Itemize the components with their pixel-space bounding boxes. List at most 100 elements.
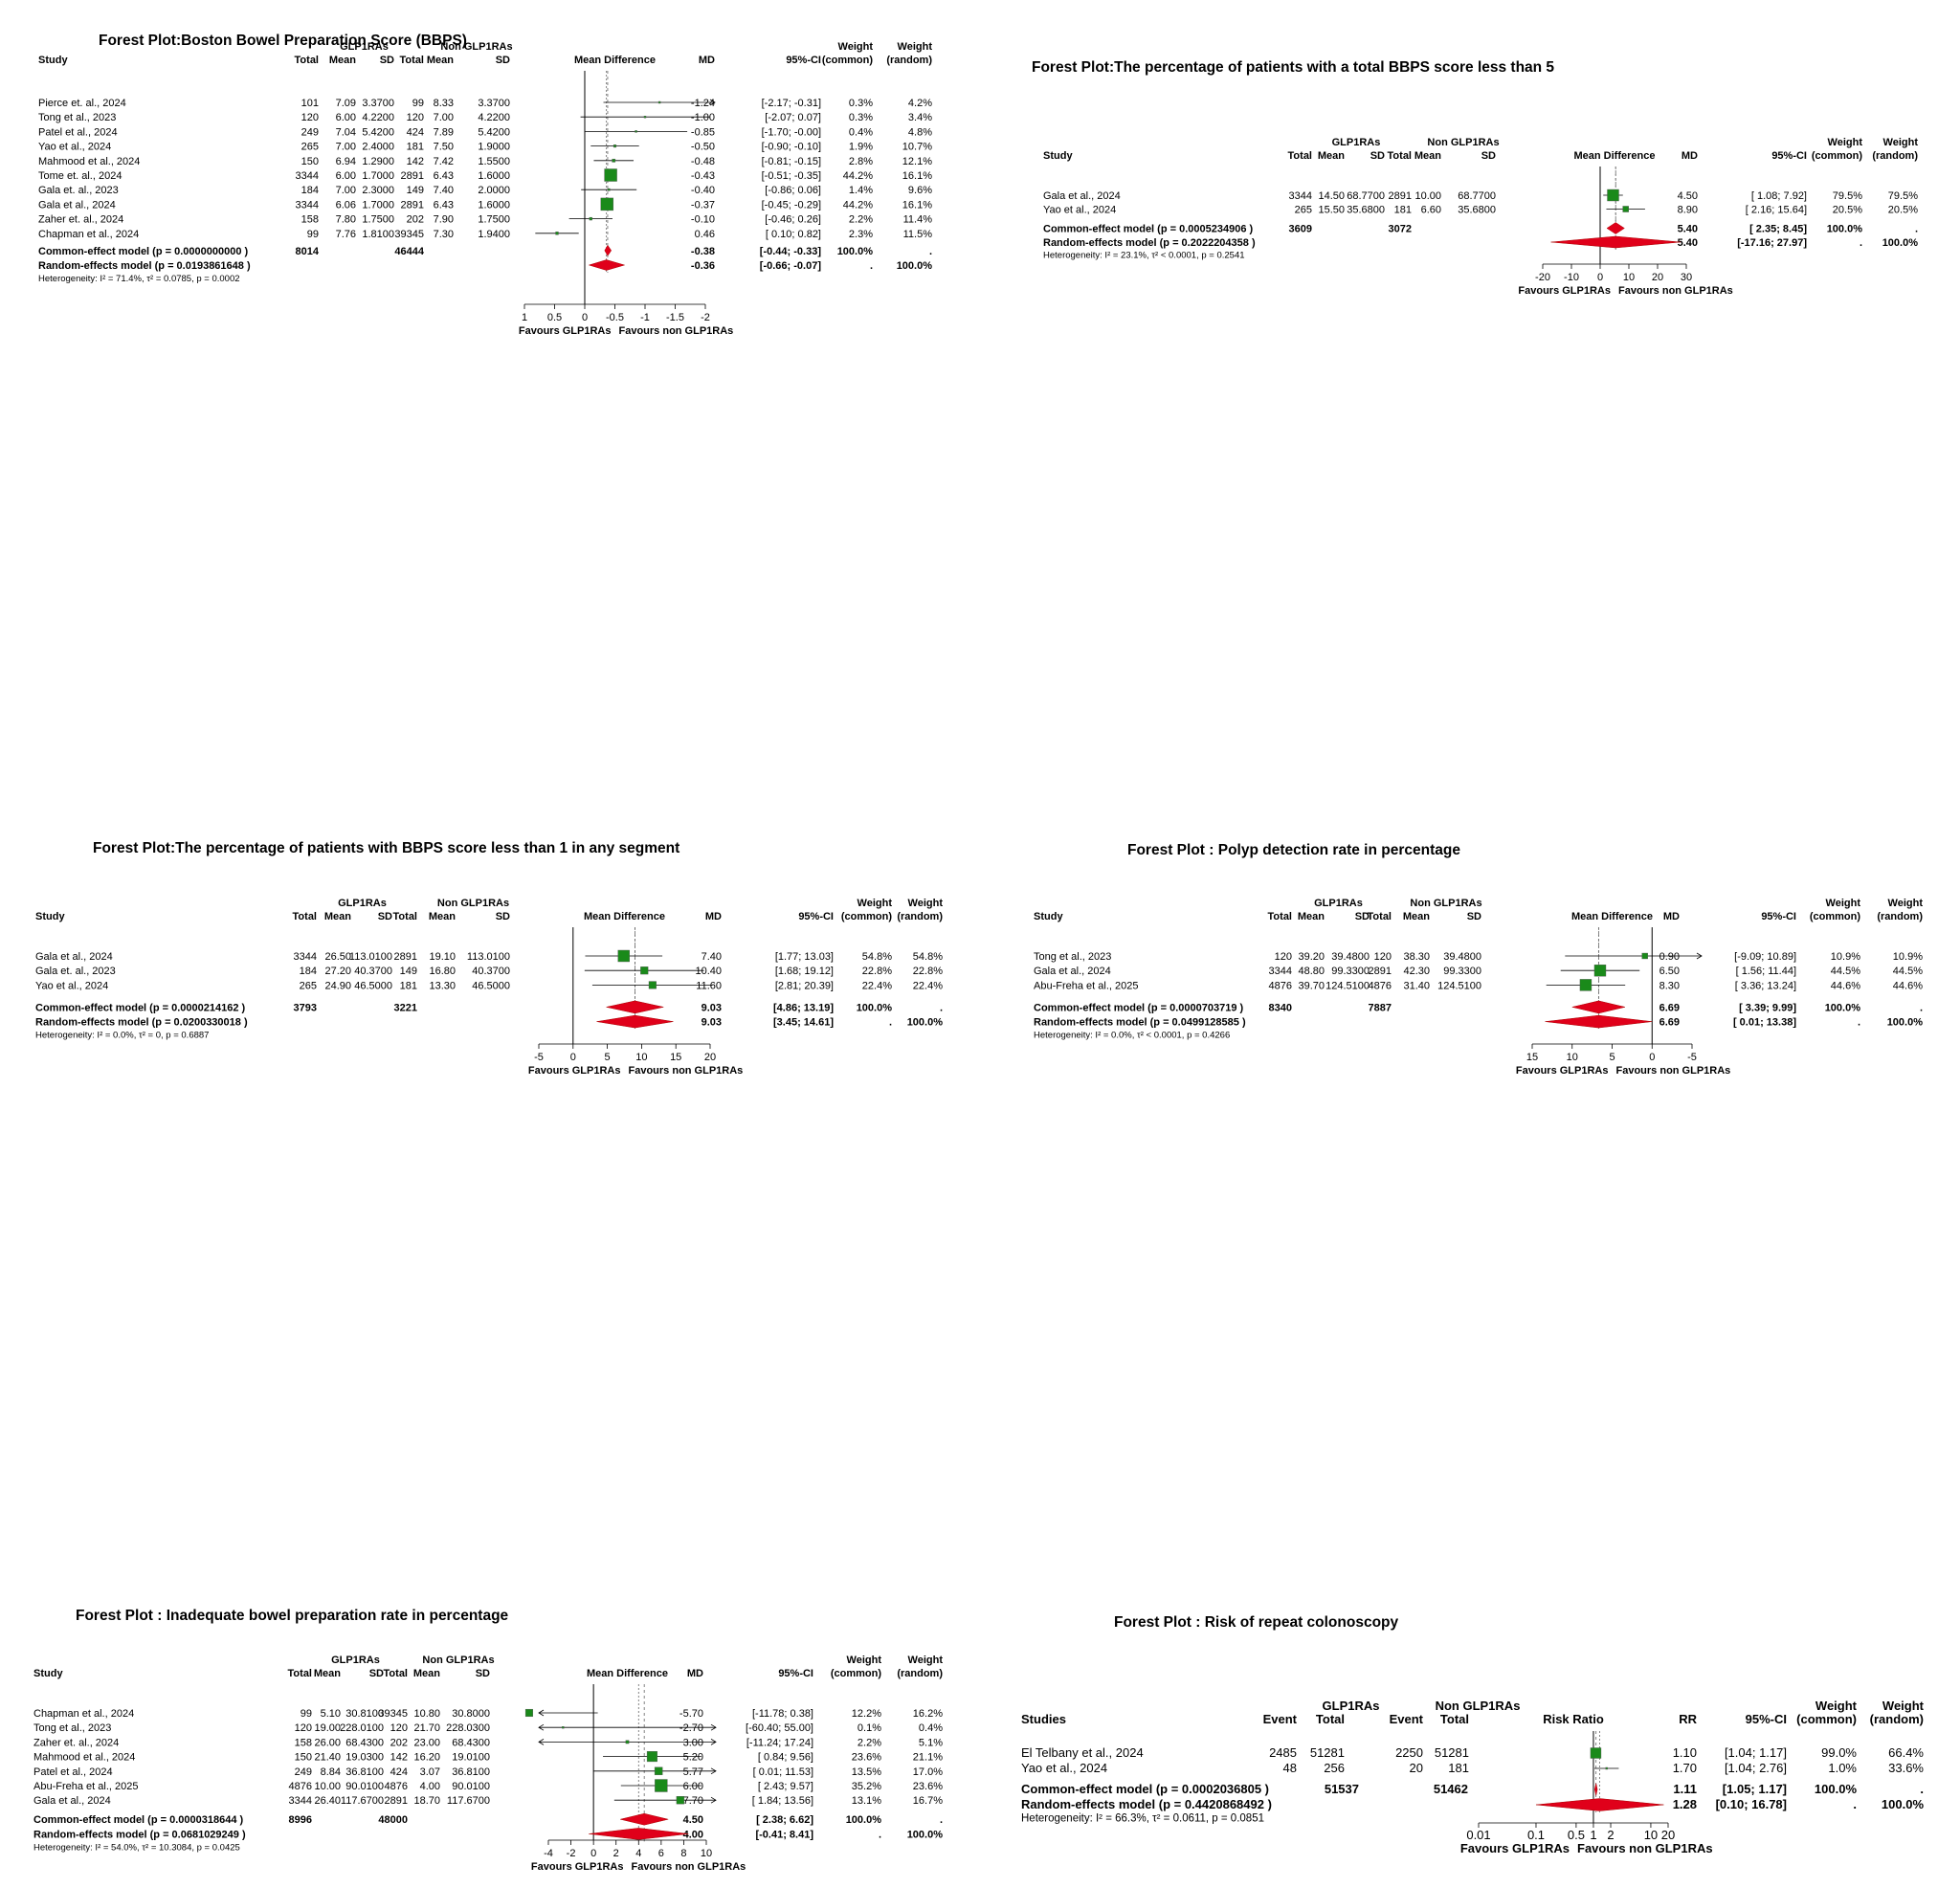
x-tick-label: -2 xyxy=(567,1848,576,1859)
favours-left-label: Favours GLP1RAs xyxy=(1516,1065,1609,1077)
study-value: 149 xyxy=(400,966,417,977)
study-value: 20 xyxy=(1410,1761,1423,1775)
study-value: 6.94 xyxy=(336,156,356,167)
study-name: Tong et al., 2023 xyxy=(38,112,116,123)
x-tick-label: 5 xyxy=(605,1052,611,1063)
column-header: Total xyxy=(295,55,319,66)
study-value: 2891 xyxy=(385,1795,408,1807)
weight-common-header: Weight xyxy=(858,898,893,909)
study-value: 26.00 xyxy=(314,1737,341,1748)
ci-header: 95%-CI xyxy=(778,1668,813,1679)
study-value: 181 xyxy=(407,142,424,153)
study-header: Study xyxy=(35,911,65,922)
study-value: 149 xyxy=(407,185,424,196)
study-value: 3344 xyxy=(1289,190,1312,202)
study-name: Abu-Freha et al., 2025 xyxy=(33,1781,138,1792)
study-weight-random: 4.2% xyxy=(908,98,932,109)
study-value: 3.07 xyxy=(420,1766,440,1778)
study-weight-random: 5.1% xyxy=(919,1737,943,1748)
column-header: Total xyxy=(1440,1712,1469,1726)
common-estimate: 9.03 xyxy=(702,1002,722,1013)
study-value: 31.40 xyxy=(1403,980,1430,991)
study-estimate: 7.70 xyxy=(683,1795,703,1807)
study-value: 4876 xyxy=(289,1781,312,1792)
heterogeneity-text: Heterogeneity: I² = 23.1%, τ² < 0.0001, … xyxy=(1043,250,1245,260)
pooled-total: 48000 xyxy=(378,1814,408,1826)
weight-common-header: (common) xyxy=(831,1668,882,1679)
random-effects-diamond xyxy=(589,1828,689,1840)
weight-common-header: (common) xyxy=(1810,911,1861,922)
study-value: 7.00 xyxy=(336,142,356,153)
pooled-total: 8014 xyxy=(296,246,320,257)
random-weight: 100.0% xyxy=(1882,1797,1925,1811)
random-effects-diamond xyxy=(596,1014,674,1029)
random-effects-label: Random-effects model (p = 0.0193861648 ) xyxy=(38,260,251,272)
forest-plot-svg: GLP1RAs Non GLP1RAs Studies Event Total Event… xyxy=(1021,1699,1925,1855)
study-value: 24.90 xyxy=(324,980,351,991)
study-value: 19.00 xyxy=(314,1722,341,1734)
study-weight-common: 13.5% xyxy=(852,1766,881,1778)
column-header: Total xyxy=(1316,1712,1345,1726)
study-weight-common: 12.2% xyxy=(852,1708,881,1720)
study-estimate: 1.10 xyxy=(1673,1745,1697,1760)
x-tick-label: 0 xyxy=(570,1052,576,1063)
x-tick-label: -4 xyxy=(544,1848,553,1859)
study-value: 51281 xyxy=(1435,1745,1469,1760)
study-weight-random: 16.1% xyxy=(902,170,932,182)
estimate-header: RR xyxy=(1679,1712,1697,1726)
study-value: 23.00 xyxy=(413,1737,440,1748)
column-header: Event xyxy=(1390,1712,1424,1726)
ci-header: 95%-CI xyxy=(1746,1712,1787,1726)
x-tick-label: 10 xyxy=(701,1848,712,1859)
study-value: 181 xyxy=(400,980,417,991)
weight-random-header: (random) xyxy=(1872,150,1918,162)
weight-random-header: Weight xyxy=(898,41,933,53)
column-header: Total xyxy=(1368,911,1392,922)
study-value: 68.4300 xyxy=(452,1737,490,1748)
study-weight-common: 10.9% xyxy=(1831,951,1860,963)
common-effect-label: Common-effect model (p = 0.0000703719 ) xyxy=(1034,1002,1243,1013)
study-value: 124.5100 xyxy=(1325,980,1370,991)
study-value: 5.10 xyxy=(321,1708,341,1720)
column-header: Mean xyxy=(324,911,351,922)
x-tick-label: 10 xyxy=(1644,1828,1658,1842)
study-value: 1.7500 xyxy=(478,214,510,226)
study-name: Zaher et. al., 2024 xyxy=(38,214,123,226)
column-header: Mean xyxy=(427,55,454,66)
x-tick-label: 0 xyxy=(1649,1052,1655,1063)
study-value: 120 xyxy=(1374,951,1392,963)
study-ci: [-0.90; -0.10] xyxy=(762,142,821,153)
study-name: Patel et al., 2024 xyxy=(33,1766,113,1778)
study-value: 1.2900 xyxy=(362,156,394,167)
common-effect-label: Common-effect model (p = 0.0000214162 ) xyxy=(35,1002,245,1013)
study-weight-common: 0.4% xyxy=(849,126,873,138)
column-header: Total xyxy=(1388,150,1412,162)
study-value: 5.4200 xyxy=(478,126,510,138)
study-value: 120 xyxy=(390,1722,408,1734)
x-tick-label: -1.5 xyxy=(666,312,684,323)
study-square xyxy=(676,1796,685,1805)
study-estimate: 5.20 xyxy=(683,1752,703,1764)
study-estimate: 6.50 xyxy=(1659,966,1680,977)
study-ci: [ 3.36; 13.24] xyxy=(1735,980,1796,991)
study-value: 35.6800 xyxy=(1347,205,1385,216)
study-name: Patel et al., 2024 xyxy=(38,126,118,138)
study-weight-common: 2.8% xyxy=(849,156,873,167)
study-ci: [-0.81; -0.15] xyxy=(762,156,821,167)
study-value: 7.89 xyxy=(434,126,454,138)
study-value: 40.3700 xyxy=(472,966,510,977)
common-effect-diamond xyxy=(1606,222,1625,234)
ci-header: 95%-CI xyxy=(1761,911,1796,922)
study-square xyxy=(555,232,559,235)
pooled-total: 51462 xyxy=(1434,1782,1468,1796)
study-value: 202 xyxy=(407,214,424,226)
random-estimate: -0.36 xyxy=(691,260,715,272)
study-weight-common: 44.2% xyxy=(843,199,873,211)
favours-left-label: Favours GLP1RAs xyxy=(1460,1841,1570,1855)
study-weight-random: 22.4% xyxy=(913,980,943,991)
x-tick-label: 15 xyxy=(1526,1052,1538,1063)
random-effects-label: Random-effects model (p = 0.0499128585 ) xyxy=(1034,1017,1246,1029)
column-header: Total xyxy=(288,1668,312,1679)
favours-right-label: Favours non GLP1RAs xyxy=(619,325,734,337)
common-weight-random: . xyxy=(929,246,932,257)
